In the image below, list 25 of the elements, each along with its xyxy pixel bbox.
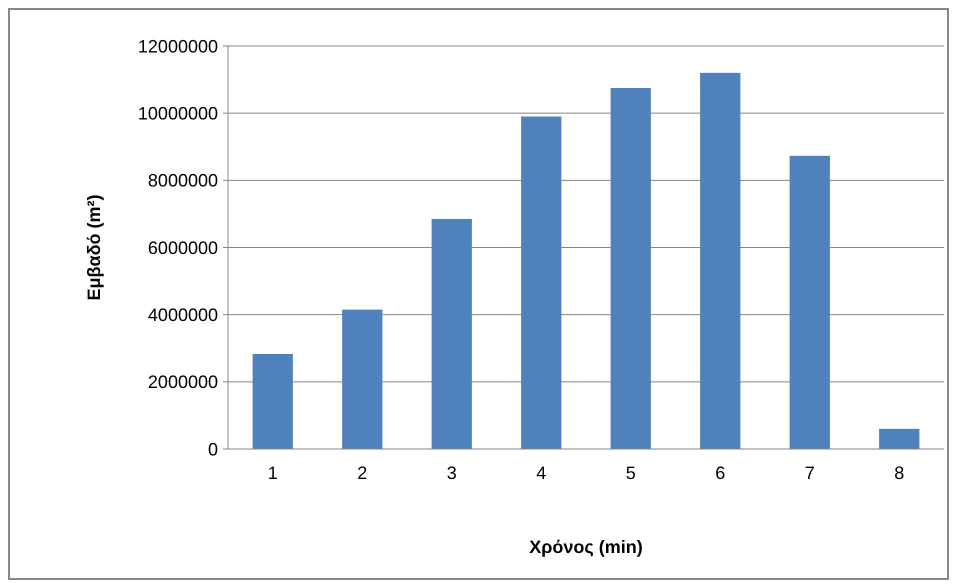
y-tick-label: 6000000: [148, 238, 218, 258]
bar: [610, 88, 651, 449]
x-tick-label: 8: [894, 463, 904, 483]
x-tick-label: 1: [268, 463, 278, 483]
bar: [700, 72, 740, 449]
bar: [252, 354, 293, 449]
x-tick-label: 6: [715, 463, 726, 483]
y-tick-label: 4000000: [148, 304, 218, 325]
y-tick-label: 2000000: [148, 372, 218, 392]
y-tick-label: 10000000: [138, 103, 218, 124]
x-tick-label: 7: [804, 463, 815, 483]
bar: [879, 428, 920, 449]
x-tick-label: 2: [357, 463, 368, 483]
x-axis-title: Χρόνος (min): [529, 537, 643, 557]
bar: [790, 156, 830, 449]
bar: [432, 218, 472, 449]
x-tick-label: 3: [446, 463, 457, 483]
x-tick-label: 5: [626, 463, 636, 483]
y-tick-label: 0: [208, 439, 218, 460]
bar: [342, 310, 382, 449]
bar: [521, 116, 562, 449]
x-tick-label: 4: [536, 463, 546, 483]
y-tick-label: 8000000: [148, 170, 218, 191]
y-axis-title: Εμβαδό (m²): [84, 194, 104, 300]
y-tick-label: 12000000: [138, 36, 218, 56]
